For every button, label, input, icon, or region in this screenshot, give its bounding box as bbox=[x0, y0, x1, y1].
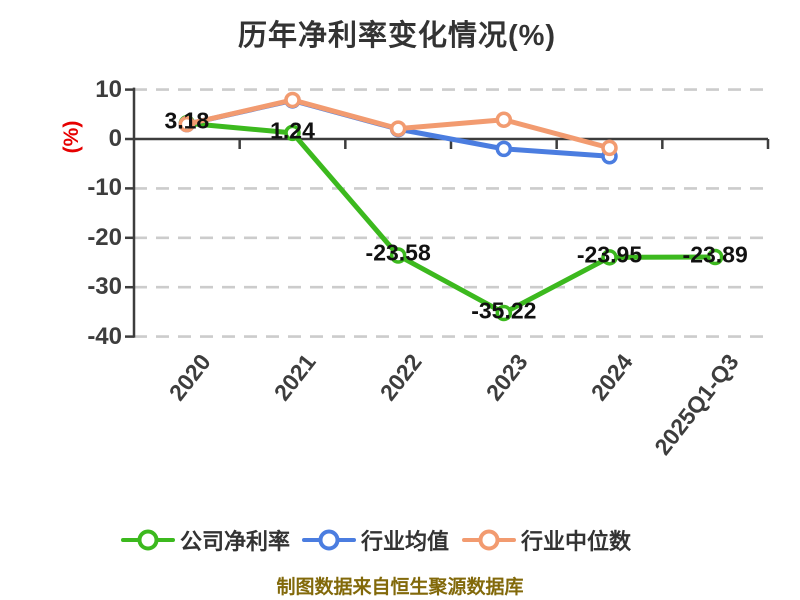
data-point-公司净利率-2021 bbox=[284, 124, 301, 142]
data-label-2021: 1.24 bbox=[270, 117, 315, 144]
data-point-行业中位数-2020 bbox=[178, 115, 196, 133]
data-point-行业中位数-2023 bbox=[495, 111, 513, 128]
data-point-行业中位数-2024 bbox=[601, 139, 618, 157]
data-point-公司净利率-2025Q1-Q3 bbox=[706, 248, 724, 266]
series-line-公司净利率 bbox=[184, 120, 718, 316]
legend-item-行业中位数[interactable]: 行业中位数 bbox=[462, 524, 631, 556]
data-source-note: 制图数据来自恒生聚源数据库 bbox=[276, 577, 524, 598]
y-tick-label: 10 bbox=[95, 75, 122, 103]
y-tick-label: -20 bbox=[87, 223, 122, 251]
data-label-2020: 3.18 bbox=[164, 107, 210, 134]
chart-title: 历年净利率变化情况(%) bbox=[237, 20, 557, 52]
legend-label: 行业均值 bbox=[361, 529, 450, 554]
data-point-行业均值-2023 bbox=[495, 140, 513, 158]
y-tick-label: -40 bbox=[87, 322, 122, 350]
legend-line-marker-icon bbox=[462, 529, 516, 551]
legend-label: 公司净利率 bbox=[180, 529, 291, 554]
legend-dot bbox=[318, 529, 340, 551]
data-point-公司净利率-2024 bbox=[601, 249, 618, 266]
legend-item-行业均值[interactable]: 行业均值 bbox=[302, 524, 449, 556]
data-label-2022: -23.58 bbox=[365, 239, 431, 266]
legend-line-marker-icon bbox=[121, 529, 175, 551]
y-tick-label: 0 bbox=[108, 125, 122, 152]
legend-dot bbox=[137, 529, 159, 551]
legend-item-公司净利率[interactable]: 公司净利率 bbox=[121, 524, 290, 556]
data-label-2023: -35.22 bbox=[471, 297, 537, 324]
data-point-公司净利率-2022 bbox=[389, 247, 407, 264]
legend-dot bbox=[478, 529, 500, 551]
y-tick-label: -30 bbox=[87, 273, 122, 301]
data-point-行业中位数-2021 bbox=[284, 91, 301, 109]
legend-line-marker-icon bbox=[302, 529, 356, 551]
data-label-2025Q1-Q3: -23.89 bbox=[682, 241, 748, 268]
data-point-行业中位数-2022 bbox=[389, 120, 407, 137]
data-label-2024: -23.95 bbox=[576, 241, 643, 268]
y-tick-label: -10 bbox=[87, 174, 122, 202]
legend-label: 行业中位数 bbox=[521, 529, 632, 554]
data-point-公司净利率-2023 bbox=[495, 304, 513, 322]
